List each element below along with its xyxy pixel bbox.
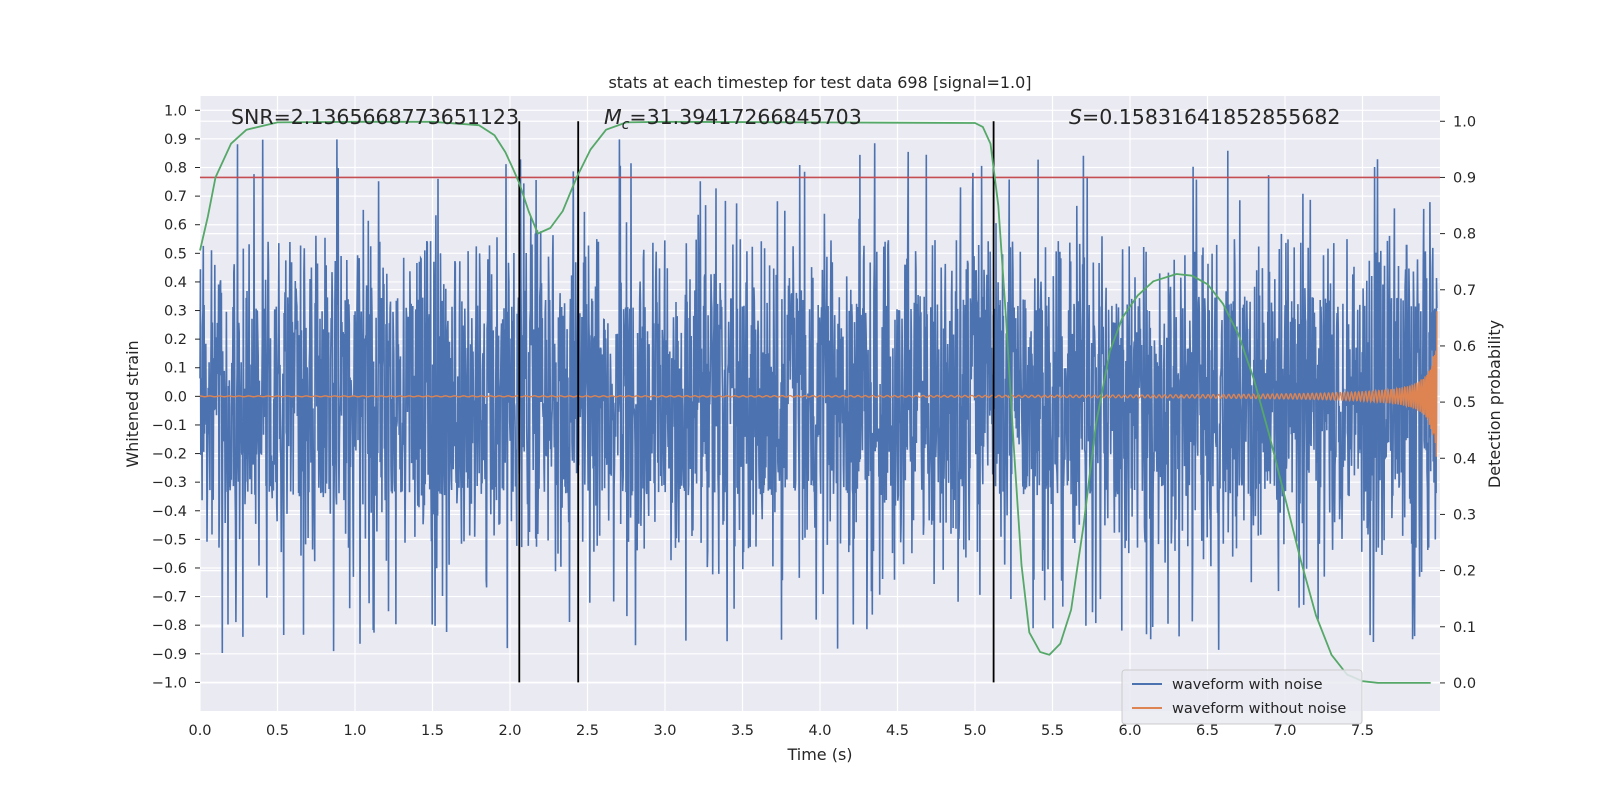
x-tick-label: 5.5 [1041, 723, 1064, 739]
y-tick-label: −0.4 [152, 504, 187, 520]
x-tick-label: 2.5 [576, 723, 599, 739]
y-tick-label: 0.2 [164, 332, 187, 348]
chirp-mass-symbol: M [604, 105, 622, 129]
y-tick-label: −0.3 [152, 475, 187, 491]
y-tick-label: −1.0 [152, 675, 187, 691]
y-tick-label: −0.7 [152, 590, 187, 606]
x-tick-label: 2.0 [498, 723, 521, 739]
y2-tick-label: 0.4 [1453, 451, 1476, 467]
y-tick-label: −0.2 [152, 447, 187, 463]
x-tick-label: 1.5 [421, 723, 444, 739]
y2-tick-label: 0.9 [1453, 170, 1476, 186]
x-tick-label: 1.0 [343, 723, 366, 739]
chart-title: stats at each timestep for test data 698… [608, 73, 1031, 92]
x-tick-label: 0.0 [188, 723, 211, 739]
series-detection-probability [199, 120, 1431, 684]
x-tick-label: 4.0 [808, 723, 831, 739]
axis-ticks: 0.0 0.5 1.0 1.5 2.0 2.5 3.0 3.5 4.0 4.5 5.0 5.5 6.0 6… [152, 103, 1476, 739]
annotation-chirp-mass: Mc=31.39417266845703 [604, 105, 862, 133]
chirp-mass-subscript: c [622, 117, 630, 133]
y-tick-label: 0.0 [164, 389, 187, 405]
y-tick-label: 1.0 [164, 103, 187, 119]
vertical-markers [518, 121, 995, 683]
annotation-s: S=0.15831641852855682 [1069, 105, 1340, 129]
y-tick-label: 0.6 [164, 218, 187, 234]
x-tick-label: 3.5 [731, 723, 754, 739]
y2-tick-label: 0.6 [1453, 339, 1476, 355]
series-waveform-with-noise [199, 139, 1438, 654]
s-symbol: S [1069, 105, 1082, 129]
legend-box [1121, 669, 1363, 725]
chirp-mass-value: =31.39417266845703 [629, 105, 861, 129]
x-tick-label: 6.0 [1118, 723, 1141, 739]
y2-tick-label: 0.8 [1453, 227, 1476, 243]
y-tick-label: −0.6 [152, 561, 187, 577]
legend-label-noise: waveform with noise [1172, 677, 1323, 693]
probability-series [199, 120, 1431, 684]
noise-series [199, 139, 1438, 654]
y2-tick-label: 0.3 [1453, 507, 1476, 523]
y-axis-label: Whitened strain [123, 340, 142, 467]
y2-tick-label: 0.1 [1453, 620, 1476, 636]
annotation-snr: SNR=2.1365668773651123 [231, 105, 519, 129]
y-tick-label: 0.7 [164, 189, 187, 205]
x-tick-label: 0.5 [266, 723, 289, 739]
y-tick-label: 0.8 [164, 161, 187, 177]
x-tick-label: 3.0 [653, 723, 676, 739]
chirp-series [199, 311, 1438, 457]
y-tick-label: 0.1 [164, 361, 187, 377]
series-waveform-without-noise [199, 311, 1438, 457]
x-tick-label: 6.5 [1196, 723, 1219, 739]
y2-tick-label: 0.5 [1453, 395, 1476, 411]
y2-tick-label: 0.0 [1453, 676, 1476, 692]
y-tick-label: 0.3 [164, 304, 187, 320]
y2-tick-label: 1.0 [1453, 114, 1476, 130]
x-axis-label: Time (s) [786, 745, 852, 764]
y-tick-label: −0.5 [152, 532, 187, 548]
s-value: =0.15831641852855682 [1082, 105, 1340, 129]
x-tick-label: 7.5 [1351, 723, 1374, 739]
y2-tick-label: 0.2 [1453, 564, 1476, 580]
y2-axis-label: Detection probability [1485, 320, 1504, 488]
y2-tick-label: 0.7 [1453, 283, 1476, 299]
x-tick-label: 4.5 [886, 723, 909, 739]
y-tick-label: −0.1 [152, 418, 187, 434]
legend: waveform with noise waveform without noi… [1121, 669, 1363, 725]
x-tick-label: 7.0 [1273, 723, 1296, 739]
legend-label-clean: waveform without noise [1172, 701, 1346, 717]
y-tick-label: 0.9 [164, 132, 187, 148]
y-tick-label: −0.9 [152, 647, 187, 663]
x-tick-label: 5.0 [963, 723, 986, 739]
y-tick-label: −0.8 [152, 618, 187, 634]
y-tick-label: 0.5 [164, 246, 187, 262]
y-tick-label: 0.4 [164, 275, 187, 291]
